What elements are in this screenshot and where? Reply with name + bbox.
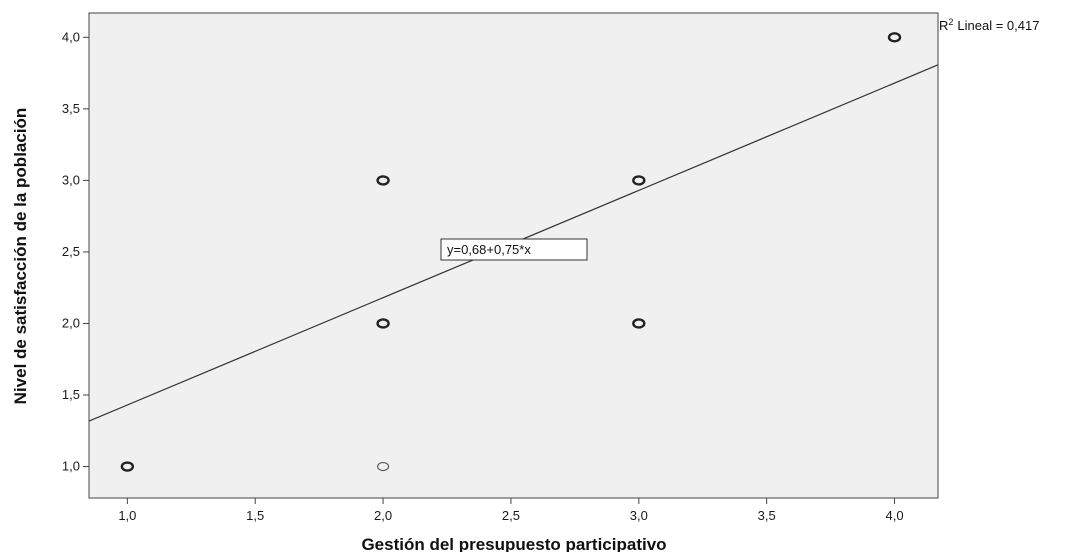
r-squared-r: R — [939, 18, 948, 33]
x-axis-ticks: 1,0 1,5 2,0 2,5 3,0 3,5 4,0 — [118, 498, 904, 523]
scatter-point — [376, 318, 390, 329]
y-tick-label: 3,5 — [62, 101, 80, 116]
r-squared-label: R2 Lineal = 0,417 — [939, 17, 1039, 33]
x-tick-label: 2,0 — [374, 508, 392, 523]
equation-label-border — [440, 238, 588, 261]
y-tick-label: 4,0 — [62, 29, 80, 44]
scatter-point — [632, 175, 646, 186]
y-tick-label: 2,0 — [62, 315, 80, 330]
x-tick-label: 3,5 — [758, 508, 776, 523]
scatter-points — [120, 32, 902, 472]
equation-label: y=0,68+0,75*x — [447, 242, 531, 257]
y-axis-ticks: 1,0 1,5 2,0 2,5 3,0 3,5 4,0 — [62, 29, 89, 474]
x-axis-title: Gestión del presupuesto participativo — [361, 535, 666, 552]
y-axis-title: Nivel de satisfacción de la población — [11, 108, 30, 405]
r-squared-value: Lineal = 0,417 — [957, 18, 1039, 33]
scatter-point — [120, 461, 135, 472]
x-tick-label: 1,5 — [246, 508, 264, 523]
scatter-point — [377, 461, 390, 472]
x-tick-label: 4,0 — [885, 508, 903, 523]
scatter-point — [376, 175, 390, 186]
y-tick-label: 1,0 — [62, 459, 80, 474]
r-squared-superscript: 2 — [948, 17, 953, 27]
y-tick-label: 1,5 — [62, 387, 80, 402]
x-tick-label: 2,5 — [502, 508, 520, 523]
y-tick-label: 2,5 — [62, 244, 80, 259]
equation-label-box: y=0,68+0,75*x — [440, 238, 588, 261]
x-tick-label: 1,0 — [118, 508, 136, 523]
x-tick-label: 3,0 — [630, 508, 648, 523]
scatter-point — [887, 32, 902, 43]
scatter-point — [632, 318, 646, 329]
y-tick-label: 3,0 — [62, 172, 80, 187]
